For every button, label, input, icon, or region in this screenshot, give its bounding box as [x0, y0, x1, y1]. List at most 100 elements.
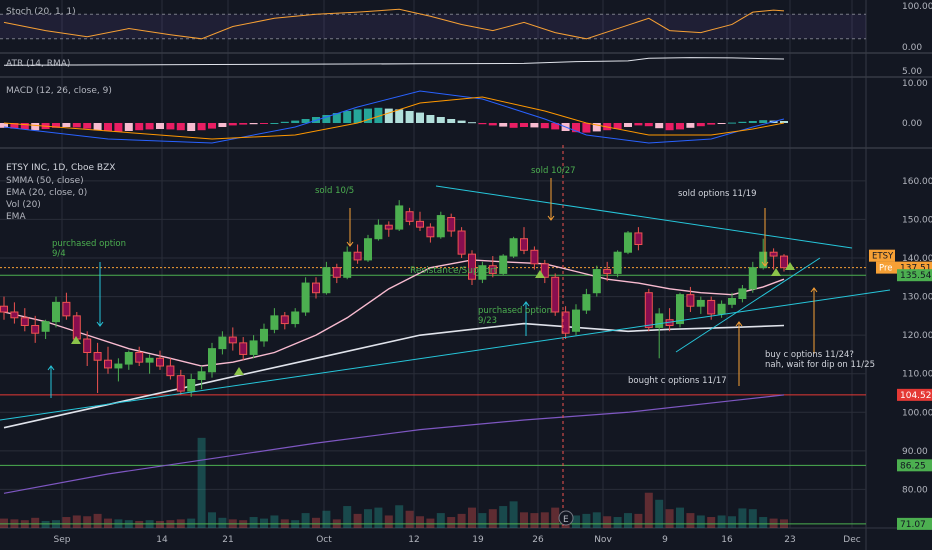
macd-hist-bar — [395, 109, 404, 123]
macd-hist-bar — [20, 123, 29, 130]
arrow-down-10-5-head — [346, 241, 354, 247]
macd-hist-bar — [426, 115, 435, 123]
macd-hist-bar — [62, 123, 71, 127]
candle-body — [769, 251, 778, 257]
candle-body — [780, 255, 788, 269]
candle-body — [124, 352, 133, 365]
macd-hist-bar — [83, 123, 92, 129]
macd-hist-bar — [197, 123, 206, 131]
macd-hist-bar — [31, 123, 40, 131]
candle-body — [322, 267, 331, 294]
volume-bar — [436, 513, 445, 528]
macd-label: MACD (12, 26, close, 9) — [6, 86, 112, 96]
stoch-tick-label: 100.00 — [902, 2, 932, 12]
candle-body — [738, 288, 747, 300]
legend-ema20: EMA (20, close, 0) — [6, 188, 87, 198]
time-tick-label: Oct — [316, 535, 332, 545]
candle-body — [176, 375, 185, 392]
macd-hist-bar — [509, 123, 518, 128]
candle-body — [145, 357, 154, 363]
macd-hist-bar — [488, 123, 497, 126]
volume-bar — [707, 517, 716, 528]
volume-bar — [322, 510, 331, 528]
trendline-drawings: E — [0, 145, 891, 528]
volume-bar — [478, 513, 487, 528]
candle-body — [447, 217, 456, 232]
candle-body — [644, 292, 653, 328]
candle-body — [551, 276, 560, 313]
candle-body — [655, 313, 664, 328]
macd-hist-bar — [218, 123, 227, 127]
price-tick-label: 110.00 — [902, 370, 932, 380]
arrow-up-left-head — [47, 365, 55, 371]
candle-body — [83, 338, 92, 353]
volume-bar — [0, 518, 8, 528]
price-tag-label: 71.07 — [900, 520, 926, 530]
macd-hist-bar — [270, 123, 279, 124]
macd-hist-bar — [624, 123, 632, 127]
candle-body — [592, 269, 601, 294]
price-tag — [897, 388, 932, 401]
candle-body — [166, 365, 175, 377]
candle-body — [717, 303, 726, 315]
buy-signal-triangle — [785, 262, 795, 270]
macd-hist-bar — [707, 123, 716, 125]
time-tick-label: 9 — [662, 535, 668, 545]
price-tick-label: 140.00 — [902, 254, 932, 264]
arrow-down-9-4-head — [96, 321, 104, 327]
candle-body — [759, 251, 768, 269]
macd-hist-bar — [52, 123, 60, 128]
annotation-bought-c-options: bought c options 11/17 — [628, 376, 727, 386]
candle-body — [114, 363, 123, 369]
price-tick-label: 160.00 — [902, 177, 932, 187]
volume-bar — [530, 513, 539, 528]
price-tag — [897, 459, 932, 472]
symbol-tag — [869, 249, 895, 262]
volume-bar — [499, 506, 508, 528]
macd-hist-bar — [405, 111, 414, 123]
time-tick-label: Nov — [594, 535, 612, 545]
candle-body — [72, 315, 81, 340]
candlesticks — [0, 200, 788, 397]
arrow-up-9-23-head — [522, 301, 530, 307]
macd-hist-bar — [166, 123, 175, 130]
volume-bar — [312, 517, 320, 528]
macd-hist-bar — [676, 123, 684, 130]
volume-bar — [395, 505, 404, 528]
earnings-marker — [558, 510, 574, 526]
volume-bar — [83, 516, 92, 528]
price-axis[interactable]: 100.00 0.00 5.00 10.00 0.00 160.00 150.00 140.0… — [869, 2, 932, 530]
macd-hist-bar — [665, 123, 674, 131]
candle-body — [270, 315, 279, 330]
candle-body — [426, 226, 435, 238]
macd-hist-bar — [124, 123, 133, 131]
horizontal-lines — [0, 267, 866, 525]
volume-bar — [738, 508, 747, 528]
time-axis[interactable]: Sep 14 21 Oct 12 19 26 Nov 9 16 23 Dec — [54, 535, 861, 545]
candle-body — [374, 224, 383, 240]
buy-signal-triangle — [234, 367, 244, 375]
volume-bar — [364, 509, 372, 528]
volume-bar — [156, 520, 164, 528]
candle-body — [468, 253, 476, 280]
candle-body — [332, 267, 341, 278]
candle-body — [530, 249, 539, 265]
macd-hist-bar — [322, 115, 331, 123]
time-tick-label: 21 — [222, 535, 233, 545]
volume-bar — [218, 517, 227, 528]
atr-line — [3, 57, 785, 66]
time-tick-label: 23 — [784, 535, 795, 545]
volume-bar — [197, 437, 206, 528]
volume-bar — [686, 513, 695, 528]
arrow-up-11-17-head — [735, 321, 743, 327]
macd-hist-bar — [738, 121, 747, 123]
candle-body — [634, 232, 643, 246]
candle-body — [218, 336, 227, 350]
candle-body — [676, 294, 684, 325]
candle-body — [540, 263, 549, 278]
volume-bar — [384, 515, 393, 528]
volume-bar — [208, 512, 216, 528]
time-tick-label: 16 — [721, 535, 733, 545]
volume-bar — [624, 513, 632, 528]
